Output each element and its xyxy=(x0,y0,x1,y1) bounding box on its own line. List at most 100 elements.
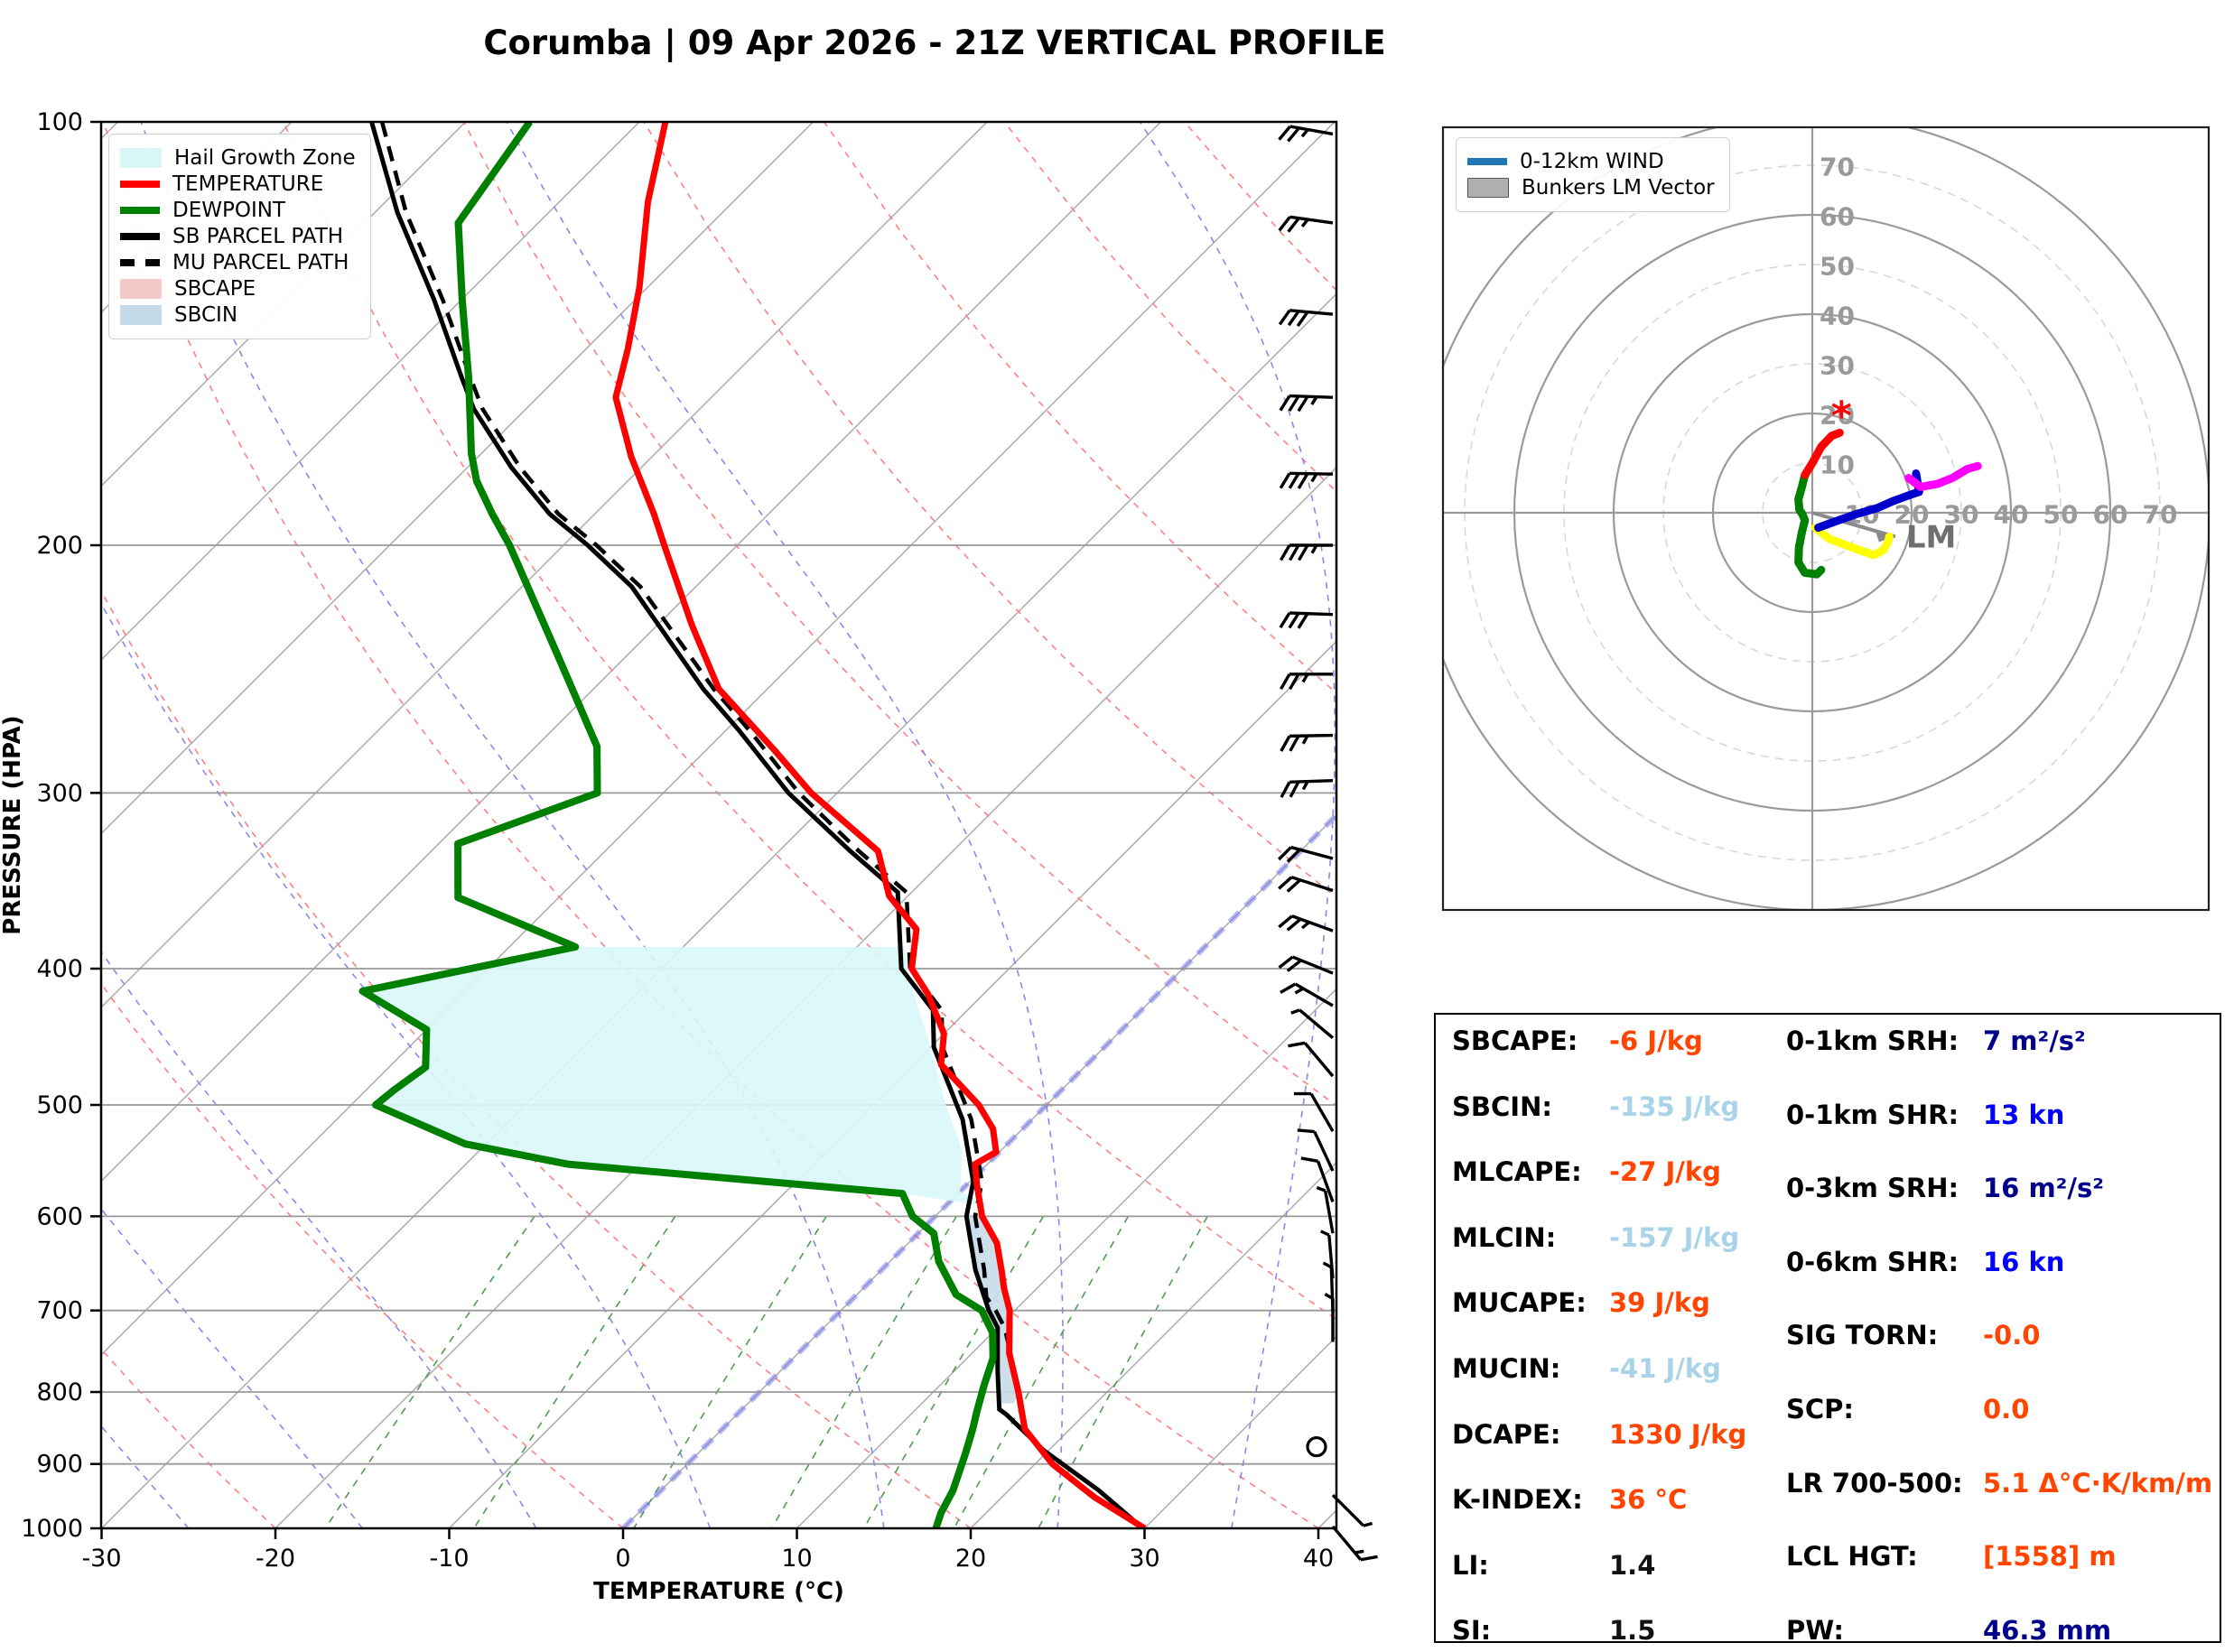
hodograph-ring-label: 20 xyxy=(1894,500,1930,530)
stat-label: 0-1km SRH: xyxy=(1786,1026,1959,1056)
stat-label: SBCIN: xyxy=(1452,1091,1552,1122)
stat-label: 0-3km SRH: xyxy=(1786,1173,1959,1204)
stat-row: SIG TORN: -0.0 xyxy=(1786,1320,2165,1350)
dry-adiabat-line xyxy=(101,589,972,1528)
stat-row: MUCIN: -41 J/kg xyxy=(1452,1353,1831,1384)
stat-value: 1.5 xyxy=(1609,1615,1656,1647)
dry-adiabat-line xyxy=(101,1348,276,1528)
dry-adiabat-line xyxy=(643,122,1336,899)
isotherm-line xyxy=(796,988,1336,1528)
pressure-tick-label: 700 xyxy=(36,1297,83,1325)
wind-barb-icon xyxy=(1300,1156,1335,1202)
wind-barb-icon xyxy=(1277,845,1334,863)
stat-value: -135 J/kg xyxy=(1609,1091,1740,1122)
hodograph-ring-label: 30 xyxy=(1944,500,1979,530)
skewt-legend-label: TEMPERATURE xyxy=(172,172,324,196)
skewt-legend: Hail Growth Zone TEMPERATURE DEWPOINT SB PA… xyxy=(108,134,371,339)
stat-value: -27 J/kg xyxy=(1609,1156,1721,1188)
stat-label: SI: xyxy=(1452,1615,1492,1647)
skewt-legend-entry: SBCIN xyxy=(120,303,356,327)
pressure-tick-label: 100 xyxy=(36,108,83,136)
stat-label: 0-6km SHR: xyxy=(1786,1246,1959,1277)
hodograph-ring-label: 70 xyxy=(1820,153,1855,182)
pressure-tick-label: 1000 xyxy=(21,1515,83,1543)
stat-label: MUCIN: xyxy=(1452,1353,1561,1384)
stat-row: LCL HGT: [1558] m xyxy=(1786,1541,2165,1572)
stat-row: 0-6km SHR: 16 kn xyxy=(1786,1247,2165,1277)
stat-label: LI: xyxy=(1452,1549,1489,1581)
temperature-tick-label: 0 xyxy=(615,1545,630,1573)
temperature-tick-label: -20 xyxy=(256,1545,295,1573)
hodo-legend-swatch-icon xyxy=(1467,178,1509,198)
stat-label: MUCAPE: xyxy=(1452,1287,1587,1319)
skewt-legend-entry: MU PARCEL PATH xyxy=(120,251,356,274)
stat-label: DCAPE: xyxy=(1452,1418,1561,1450)
stat-value: -41 J/kg xyxy=(1609,1353,1721,1384)
wind-barb-icon xyxy=(1331,1525,1378,1562)
stat-row: SBCIN: -135 J/kg xyxy=(1452,1091,1831,1122)
hodo-legend-label: 0-12km WIND xyxy=(1520,150,1664,173)
skewt-x-axis-label: TEMPERATURE (°C) xyxy=(593,1578,844,1605)
skewt-legend-label: MU PARCEL PATH xyxy=(172,251,349,274)
stat-value: 16 m²/s² xyxy=(1983,1173,2104,1204)
sbcin-fill xyxy=(966,1216,1019,1404)
stat-value: 7 m²/s² xyxy=(1983,1026,2086,1056)
stat-value: 0.0 xyxy=(1983,1394,2030,1425)
pressure-tick-label: 400 xyxy=(36,955,83,983)
freezing-level-line xyxy=(620,811,1336,1528)
pressure-tick-label: 900 xyxy=(36,1451,83,1479)
mixing-ratio-line xyxy=(1038,1216,1208,1528)
skewt-legend-swatch-icon xyxy=(120,181,160,188)
stat-value: 5.1 Δ°C·K/km/m xyxy=(1983,1467,2213,1499)
hail-growth-zone-fill xyxy=(362,946,986,1206)
hodograph-trace-segment xyxy=(1794,470,1826,579)
wind-barb-icon xyxy=(1280,982,1334,1007)
hodograph-ring-label: 50 xyxy=(2043,500,2079,530)
stat-value: 46.3 mm xyxy=(1983,1614,2112,1646)
stat-row: 0-3km SRH: 16 m²/s² xyxy=(1786,1173,2165,1203)
pressure-tick-label: 300 xyxy=(36,779,83,807)
wind-barb-icon xyxy=(1279,394,1334,413)
bunkers-lm-vector xyxy=(1811,511,1896,539)
bunkers-lm-label: LM xyxy=(1906,519,1957,555)
skewt-legend-label: DEWPOINT xyxy=(172,199,285,222)
hodograph-ring-label: 10 xyxy=(1820,450,1855,480)
skewt-legend-label: SB PARCEL PATH xyxy=(172,225,344,248)
stat-label: 0-1km SHR: xyxy=(1786,1099,1959,1130)
stat-row: LI: 1.4 xyxy=(1452,1550,1831,1581)
stat-label: MLCIN: xyxy=(1452,1221,1557,1253)
skewt-legend-entry: DEWPOINT xyxy=(120,199,356,222)
skewt-legend-swatch-icon xyxy=(120,259,160,266)
moist-adiabat-line xyxy=(101,1207,363,1528)
hodograph-frame xyxy=(1441,125,2211,912)
stat-label: MLCAPE: xyxy=(1452,1156,1582,1188)
skewt-legend-swatch-icon xyxy=(120,233,160,240)
hodograph-ring-label: 60 xyxy=(1820,202,1855,232)
temperature-tick-label: 10 xyxy=(781,1545,812,1573)
wind-barb-icon xyxy=(1324,1293,1335,1342)
wind-barb-icon xyxy=(1331,1493,1373,1527)
stat-value: -0.0 xyxy=(1983,1320,2041,1351)
isotherm-line xyxy=(101,122,814,835)
stat-row: LR 700-500: 5.1 Δ°C·K/km/m xyxy=(1786,1468,2212,1499)
isotherm-line xyxy=(101,122,1162,1183)
stat-value: -157 J/kg xyxy=(1609,1221,1740,1253)
stat-value: 39 J/kg xyxy=(1609,1287,1710,1319)
wind-barb-icon xyxy=(1278,309,1334,328)
pressure-tick-label: 800 xyxy=(36,1378,83,1406)
isotherm-line xyxy=(101,122,988,1009)
stat-row: 0-1km SHR: 13 kn xyxy=(1786,1100,2165,1130)
temperature-tick-label: 40 xyxy=(1303,1545,1334,1573)
isotherm-line xyxy=(101,122,467,487)
hodo-legend-entry: 0-12km WIND xyxy=(1467,150,1715,173)
wind-barb-icon xyxy=(1279,611,1334,629)
wind-barb-icon xyxy=(1280,543,1333,561)
stat-row: 0-1km SRH: 7 m²/s² xyxy=(1786,1026,2165,1056)
moist-adiabat-line xyxy=(101,1425,190,1528)
mixing-ratio-line xyxy=(633,1215,827,1528)
temperature-tick-label: -10 xyxy=(429,1545,469,1573)
stat-row: SCP: 0.0 xyxy=(1786,1394,2165,1425)
hodograph-trace-segment xyxy=(1801,428,1844,479)
hodograph-legend: 0-12km WIND Bunkers LM Vector xyxy=(1456,137,1730,212)
stat-value: 1330 J/kg xyxy=(1609,1418,1747,1450)
